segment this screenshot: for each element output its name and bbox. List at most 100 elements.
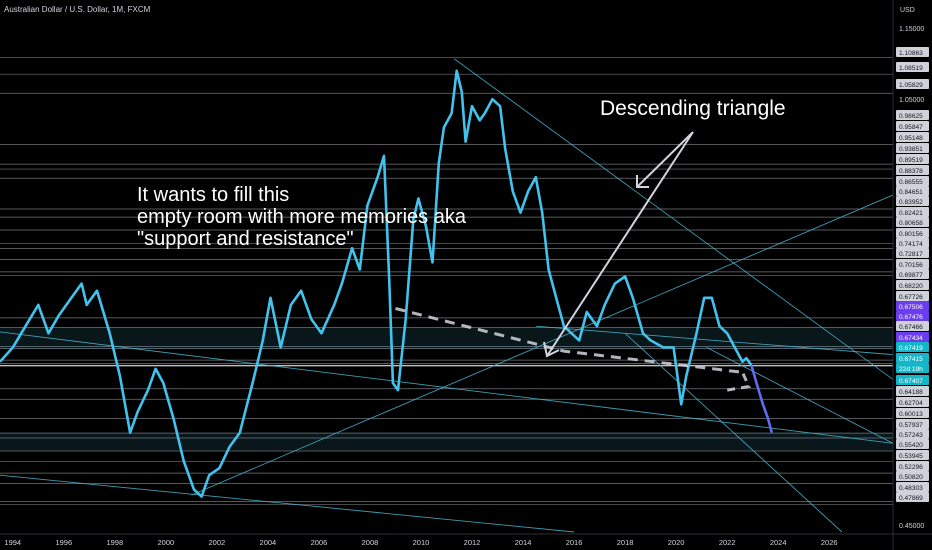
arrow-line-upper [636,131,694,188]
price-axis-label-2: 0.45000 [899,523,924,530]
arrow-head-upper [636,175,649,188]
annotation-1-line-0: Descending triangle [600,97,786,120]
level-badge-39 [896,492,929,502]
time-axis-tick-6: 2006 [311,538,328,547]
trendline-4 [706,347,894,444]
level-badge-12 [896,207,929,217]
trendline-6 [0,474,575,533]
annotation-0-line-2: "support and resistance" [137,228,354,250]
level-badge-17 [896,259,929,269]
level-badge-31 [896,408,929,418]
level-badge-label-12: 0.82421 [899,210,923,217]
level-badge-label-32: 0.57937 [899,422,923,429]
time-axis-tick-14: 2022 [719,538,736,547]
annotation-0-line-0: It wants to fill this [137,184,289,206]
level-badge-label-26: 0.67415 [899,356,923,363]
level-badge-2 [896,79,929,89]
annotation-0-line-1: empty room with more memories aka [137,206,467,228]
level-badge-label-6: 0.93851 [899,146,923,153]
level-badge-27 [896,363,929,373]
level-badge-14 [896,228,929,238]
level-badge-label-33: 0.57243 [899,432,923,439]
level-badge-18 [896,269,929,279]
level-badges: 1.10863 1.08519 1.05829 0.98625 0.95847 0.951… [896,47,929,502]
time-axis-tick-8: 2010 [413,538,430,547]
currency-label: USD [900,7,915,14]
level-badge-label-28: 0.67407 [899,378,923,385]
level-badge-label-36: 0.52296 [899,464,923,471]
level-badge-label-8: 0.88378 [899,168,923,175]
symbol-title: Australian Dollar / U.S. Dollar, 1M, FXC… [4,5,151,14]
level-badge-label-22: 0.67476 [899,314,923,321]
level-badge-label-21: 0.67506 [899,304,923,311]
time-axis-tick-9: 2012 [464,538,481,547]
level-badge-label-25: 0.67419 [899,345,923,352]
time-axis-tick-1: 1996 [55,538,72,547]
zone-band-0 [0,327,893,349]
level-badge-label-27: 22d 19h [899,366,923,373]
level-badge-label-15: 0.74174 [899,241,923,248]
level-badge-8 [896,165,929,175]
level-badge-label-17: 0.70156 [899,262,923,269]
level-badge-label-18: 0.69877 [899,272,923,279]
level-badge-28 [896,375,929,385]
level-badge-label-5: 0.95148 [899,135,923,142]
level-badge-label-31: 0.60013 [899,411,923,418]
level-badge-21 [896,301,929,311]
level-badge-13 [896,217,929,227]
level-badge-16 [896,248,929,258]
arrow-head-lower [543,341,560,358]
level-badge-25 [896,342,929,352]
trendlines [0,58,894,533]
level-badge-label-30: 0.62704 [899,400,923,407]
dashed-arrowhead [726,371,751,392]
level-badge-9 [896,176,929,186]
level-badge-38 [896,482,929,492]
time-axis-tick-0: 1994 [4,538,21,547]
level-badge-36 [896,461,929,471]
trendline-5 [624,332,843,533]
level-lines [0,57,893,505]
level-badge-label-9: 0.86555 [899,179,923,186]
trendline-3 [535,325,894,356]
level-badge-37 [896,471,929,481]
time-axis-tick-15: 2024 [770,538,787,547]
level-badge-29 [896,386,929,396]
price-axis-label-1: 1.05000 [899,97,924,104]
level-badge-label-35: 0.53945 [899,453,923,460]
level-badge-label-19: 0.68220 [899,283,923,290]
trendline-1 [191,194,894,496]
level-badge-label-29: 0.64188 [899,389,923,396]
level-badge-6 [896,143,929,153]
level-badge-label-13: 0.80658 [899,220,923,227]
level-badge-label-16: 0.72817 [899,251,923,258]
level-badge-label-34: 0.55420 [899,442,923,449]
level-badge-24 [896,332,929,342]
level-badge-label-10: 0.84651 [899,189,923,196]
price-line [0,69,753,498]
level-badge-label-1: 1.08519 [899,65,923,72]
level-badge-35 [896,450,929,460]
time-axis-tick-11: 2016 [566,538,583,547]
level-badge-7 [896,154,929,164]
level-badge-label-20: 0.67726 [899,294,923,301]
trendline-2 [453,58,894,380]
level-badge-10 [896,186,929,196]
time-axis-tick-7: 2008 [362,538,379,547]
level-badge-34 [896,439,929,449]
level-badge-32 [896,419,929,429]
level-badge-20 [896,291,929,301]
level-badge-label-0: 1.10863 [899,50,923,57]
level-badge-label-11: 0.83952 [899,199,923,206]
level-badge-3 [896,110,929,120]
level-badge-22 [896,311,929,321]
time-axis-tick-12: 2018 [617,538,634,547]
level-badge-26 [896,353,929,363]
level-badge-label-38: 0.48303 [899,485,923,492]
time-axis-tick-4: 2002 [209,538,226,547]
level-badge-5 [896,132,929,142]
time-axis-tick-13: 2020 [668,538,685,547]
level-badge-19 [896,280,929,290]
